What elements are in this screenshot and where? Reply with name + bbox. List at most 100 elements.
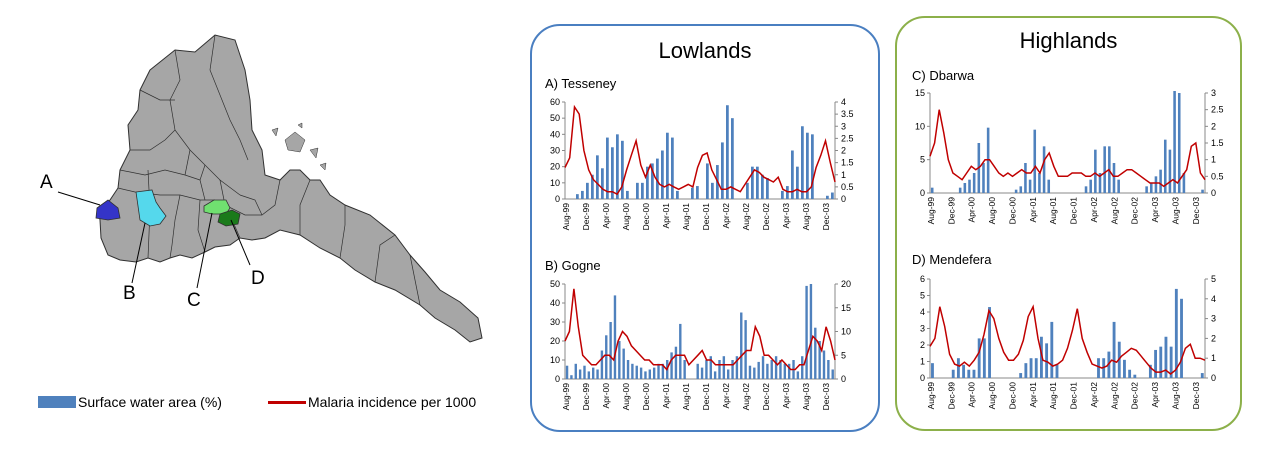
map-label-d: D xyxy=(251,268,265,289)
x-tick-label: Aug-01 xyxy=(681,203,691,231)
y-tick-label: 0 xyxy=(555,194,560,204)
water-bar xyxy=(1055,364,1059,378)
x-tick-label: Aug-02 xyxy=(1109,197,1119,225)
y-tick-label: 3 xyxy=(920,324,925,334)
water-bar xyxy=(770,360,773,379)
water-bar xyxy=(574,363,577,379)
x-tick-label: Dec-01 xyxy=(701,383,711,411)
x-tick-label: Aug-02 xyxy=(741,203,751,231)
water-bar xyxy=(1103,146,1106,193)
y2-tick-label: 1.5 xyxy=(1211,138,1224,148)
water-bar xyxy=(1050,321,1054,378)
water-bar xyxy=(826,195,829,199)
water-bar xyxy=(636,182,639,199)
y2-tick-label: 2 xyxy=(1211,121,1216,131)
water-bar xyxy=(609,322,612,379)
water-bar xyxy=(657,363,660,379)
malaria-line xyxy=(564,288,836,371)
x-tick-label: Dec-99 xyxy=(581,203,591,231)
y2-tick-label: 3 xyxy=(1211,88,1216,98)
y-tick-label: 60 xyxy=(550,97,560,107)
water-bar xyxy=(691,187,694,199)
water-bar xyxy=(956,358,960,378)
water-bar xyxy=(1164,336,1168,378)
water-bar xyxy=(751,166,754,199)
highlands-title: Highlands xyxy=(1019,28,1118,53)
water-bar xyxy=(786,186,789,199)
water-bar xyxy=(806,132,809,199)
y-tick-label: 10 xyxy=(550,355,560,365)
y2-tick-label: 2.5 xyxy=(1211,105,1224,115)
malaria-line xyxy=(929,304,1206,375)
water-bar xyxy=(1033,129,1037,193)
water-bar xyxy=(1117,179,1120,193)
water-bar xyxy=(587,371,591,379)
x-tick-label: Dec-03 xyxy=(821,203,831,231)
water-bar xyxy=(621,140,624,199)
y-tick-label: 5 xyxy=(920,155,925,165)
water-bar xyxy=(683,360,686,379)
water-bar xyxy=(648,369,652,379)
x-tick-label: Dec-99 xyxy=(946,197,956,225)
x-tick-label: Apr-00 xyxy=(967,382,977,408)
water-bar xyxy=(656,158,659,199)
water-bar xyxy=(1133,374,1137,378)
water-bar xyxy=(661,150,664,199)
water-bar xyxy=(596,155,599,199)
map-label-a: A xyxy=(40,172,53,193)
x-tick-label: Aug-03 xyxy=(1170,382,1180,410)
x-tick-label: Dec-00 xyxy=(641,383,651,411)
water-bar xyxy=(1168,149,1172,193)
legend-water-swatch xyxy=(38,396,76,408)
water-bar xyxy=(962,364,966,378)
y2-tick-label: 2 xyxy=(1211,333,1216,343)
x-tick-label: Apr-03 xyxy=(1150,197,1160,223)
water-bar xyxy=(805,285,808,379)
water-bar xyxy=(565,365,569,379)
x-tick-label: Apr-01 xyxy=(661,383,671,409)
y2-tick-label: 3.5 xyxy=(841,109,854,119)
y-tick-label: 6 xyxy=(920,274,925,284)
water-bar xyxy=(1182,173,1186,193)
water-bar xyxy=(831,369,834,379)
water-bar xyxy=(696,186,699,199)
y-tick-label: 10 xyxy=(550,178,560,188)
water-bar xyxy=(709,356,712,379)
water-bar xyxy=(576,194,579,199)
water-bar xyxy=(931,363,934,378)
water-bar xyxy=(1200,373,1204,378)
x-tick-label: Aug-03 xyxy=(801,383,811,411)
lowlands-panel: Lowlands xyxy=(530,24,880,432)
water-bar xyxy=(1094,149,1097,193)
water-bar xyxy=(1148,364,1152,378)
water-bar xyxy=(774,356,778,379)
y2-tick-label: 0 xyxy=(841,374,846,384)
chart-title-mendefera: D) Mendefera xyxy=(912,252,992,267)
water-bar xyxy=(646,166,649,199)
x-tick-label: Dec-01 xyxy=(1069,382,1079,410)
water-bar xyxy=(1159,169,1162,193)
y2-tick-label: 0 xyxy=(841,194,846,204)
water-bar xyxy=(831,192,834,199)
water-bar xyxy=(722,356,726,379)
y-tick-label: 1 xyxy=(920,357,925,367)
water-bar xyxy=(1038,173,1041,193)
water-bar xyxy=(779,360,782,379)
water-bar xyxy=(616,134,619,199)
y-tick-label: 10 xyxy=(915,121,925,131)
water-bar xyxy=(1159,346,1163,378)
water-bar xyxy=(626,360,630,379)
x-tick-label: Apr-02 xyxy=(721,203,731,229)
water-bar xyxy=(596,369,599,379)
water-bar xyxy=(814,327,817,379)
y2-tick-label: 0 xyxy=(1211,373,1216,383)
map-leader-lines xyxy=(57,191,251,289)
water-bar xyxy=(605,335,608,379)
x-tick-label: Dec-03 xyxy=(821,383,831,411)
x-tick-label: Apr-02 xyxy=(1089,382,1099,408)
water-bar xyxy=(740,312,743,379)
water-bar xyxy=(639,367,643,379)
water-bar xyxy=(705,360,708,379)
map-label-b: B xyxy=(123,283,136,304)
water-bar xyxy=(982,163,985,193)
